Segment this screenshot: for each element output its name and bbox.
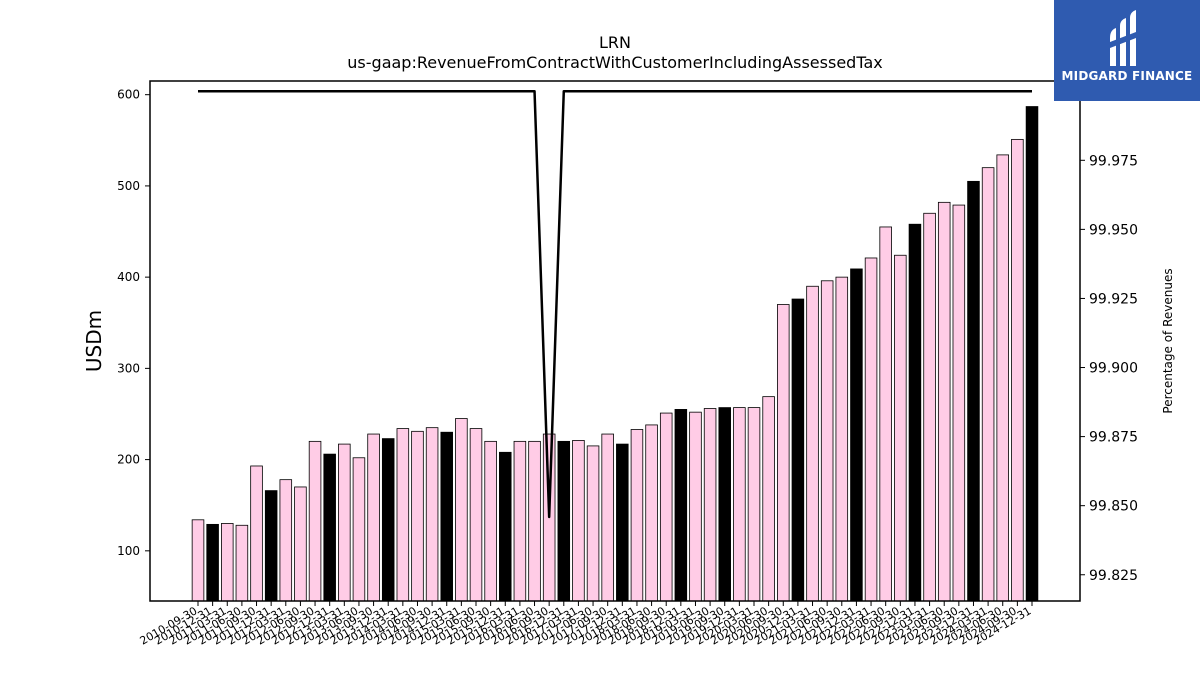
bar-2023-03-31 [923, 212, 936, 602]
bar-2017-09-30 [601, 433, 614, 602]
bar-2022-03-31 [864, 257, 878, 602]
bar-2020-12-31 [791, 298, 805, 602]
bar-2020-06-30 [762, 396, 775, 602]
bar-2012-12-31 [323, 453, 336, 602]
bar-2017-03-31 [572, 440, 585, 602]
bar-2014-06-30 [411, 430, 424, 602]
y2-tick-label: 99.825 [1089, 568, 1138, 584]
plot-frame [149, 80, 1081, 602]
y2-tick-label: 99.950 [1089, 222, 1138, 238]
bar-2023-06-30 [937, 201, 951, 602]
chart-subtitle: us-gaap:RevenueFromContractWithCustomerI… [347, 53, 882, 72]
y-tick-label: 100 [117, 544, 140, 558]
bar-2019-06-30 [703, 408, 717, 602]
bar-2024-12-31 [1025, 106, 1039, 602]
bar-2016-06-30 [528, 440, 541, 602]
logo-text: MIDGARD FINANCE [1061, 69, 1193, 83]
y2-tick-label: 99.850 [1089, 499, 1138, 515]
bar-2011-09-30 [250, 465, 263, 602]
y-tick-label: 500 [117, 179, 140, 193]
y-tick-label: 300 [117, 361, 140, 375]
bar-2020-09-30 [777, 304, 790, 602]
bar-2012-03-31 [279, 479, 293, 602]
bar-2023-09-30 [952, 204, 966, 602]
bar-2015-12-31 [499, 451, 512, 602]
bar-2018-06-30 [645, 424, 658, 602]
y-axis: 100 200 300 400 500 600 [117, 88, 150, 558]
bar-2018-03-31 [630, 429, 644, 602]
bar-2015-03-31 [455, 418, 468, 602]
bar-2021-09-30 [835, 276, 849, 602]
bar-2018-12-31 [674, 409, 688, 602]
y2-tick-label: 99.975 [1089, 153, 1138, 169]
y-tick-label: 400 [117, 270, 140, 284]
bar-2019-09-30 [718, 407, 731, 602]
x-axis: 2010-09-302010-12-312011-03-312011-06-30… [138, 601, 1034, 648]
line-layer [198, 89, 1032, 519]
y2-axis: 99.825 99.850 99.875 99.900 99.925 99.950 99.9… [1080, 84, 1147, 584]
bar-2011-12-31 [264, 490, 278, 602]
bar-2014-12-31 [440, 431, 453, 602]
bar-2013-09-30 [367, 433, 380, 602]
logo-mark-icon [1110, 10, 1136, 66]
bar-2019-12-31 [733, 407, 746, 602]
bar-2015-06-30 [469, 428, 483, 602]
bar-2018-09-30 [659, 412, 673, 602]
bar-2022-09-30 [894, 254, 907, 602]
bar-2013-06-30 [352, 457, 366, 602]
bar-2020-03-31 [747, 407, 761, 602]
bar-2024-03-31 [981, 167, 995, 602]
bar-2017-12-31 [616, 443, 629, 602]
y2-tick-label: 99.925 [1089, 291, 1138, 307]
bar-2023-12-31 [967, 180, 980, 602]
bar-2012-06-30 [294, 486, 307, 602]
brand-logo: MIDGARD FINANCE [1054, 0, 1200, 101]
y2-tick-label: 99.900 [1089, 361, 1138, 377]
bar-2016-12-31 [557, 440, 571, 602]
bar-2014-03-31 [396, 428, 410, 602]
bar-2013-03-31 [338, 443, 351, 602]
bar-2011-03-31 [221, 523, 234, 602]
bar-2019-03-31 [689, 411, 702, 602]
bar-2012-09-30 [308, 440, 322, 602]
bars-layer [191, 106, 1039, 602]
y-axis-label: USDm [82, 310, 106, 372]
bar-2017-06-30 [586, 445, 600, 602]
bar-2013-12-31 [381, 438, 395, 602]
bar-2021-06-30 [820, 280, 834, 602]
bar-2014-09-30 [425, 427, 439, 602]
y2-axis-label: Percentage of Revenues [1161, 268, 1175, 413]
bar-2011-06-30 [235, 524, 249, 602]
y-tick-label: 200 [117, 453, 140, 467]
bar-2010-09-30 [191, 519, 205, 602]
bar-2022-06-30 [879, 226, 892, 602]
bar-2021-03-31 [806, 285, 819, 602]
bar-2015-09-30 [484, 440, 497, 602]
bar-2024-09-30 [1011, 138, 1024, 602]
y2-tick-label: 99.875 [1089, 430, 1138, 446]
chart-title: LRN [599, 33, 631, 52]
bar-2010-12-31 [206, 523, 219, 602]
y-tick-label: 600 [117, 88, 140, 102]
bar-2024-06-30 [996, 154, 1009, 602]
percentage-line [198, 89, 1032, 519]
bar-2022-12-31 [908, 223, 922, 602]
bar-2021-12-31 [850, 268, 863, 602]
bar-2016-03-31 [513, 440, 527, 602]
